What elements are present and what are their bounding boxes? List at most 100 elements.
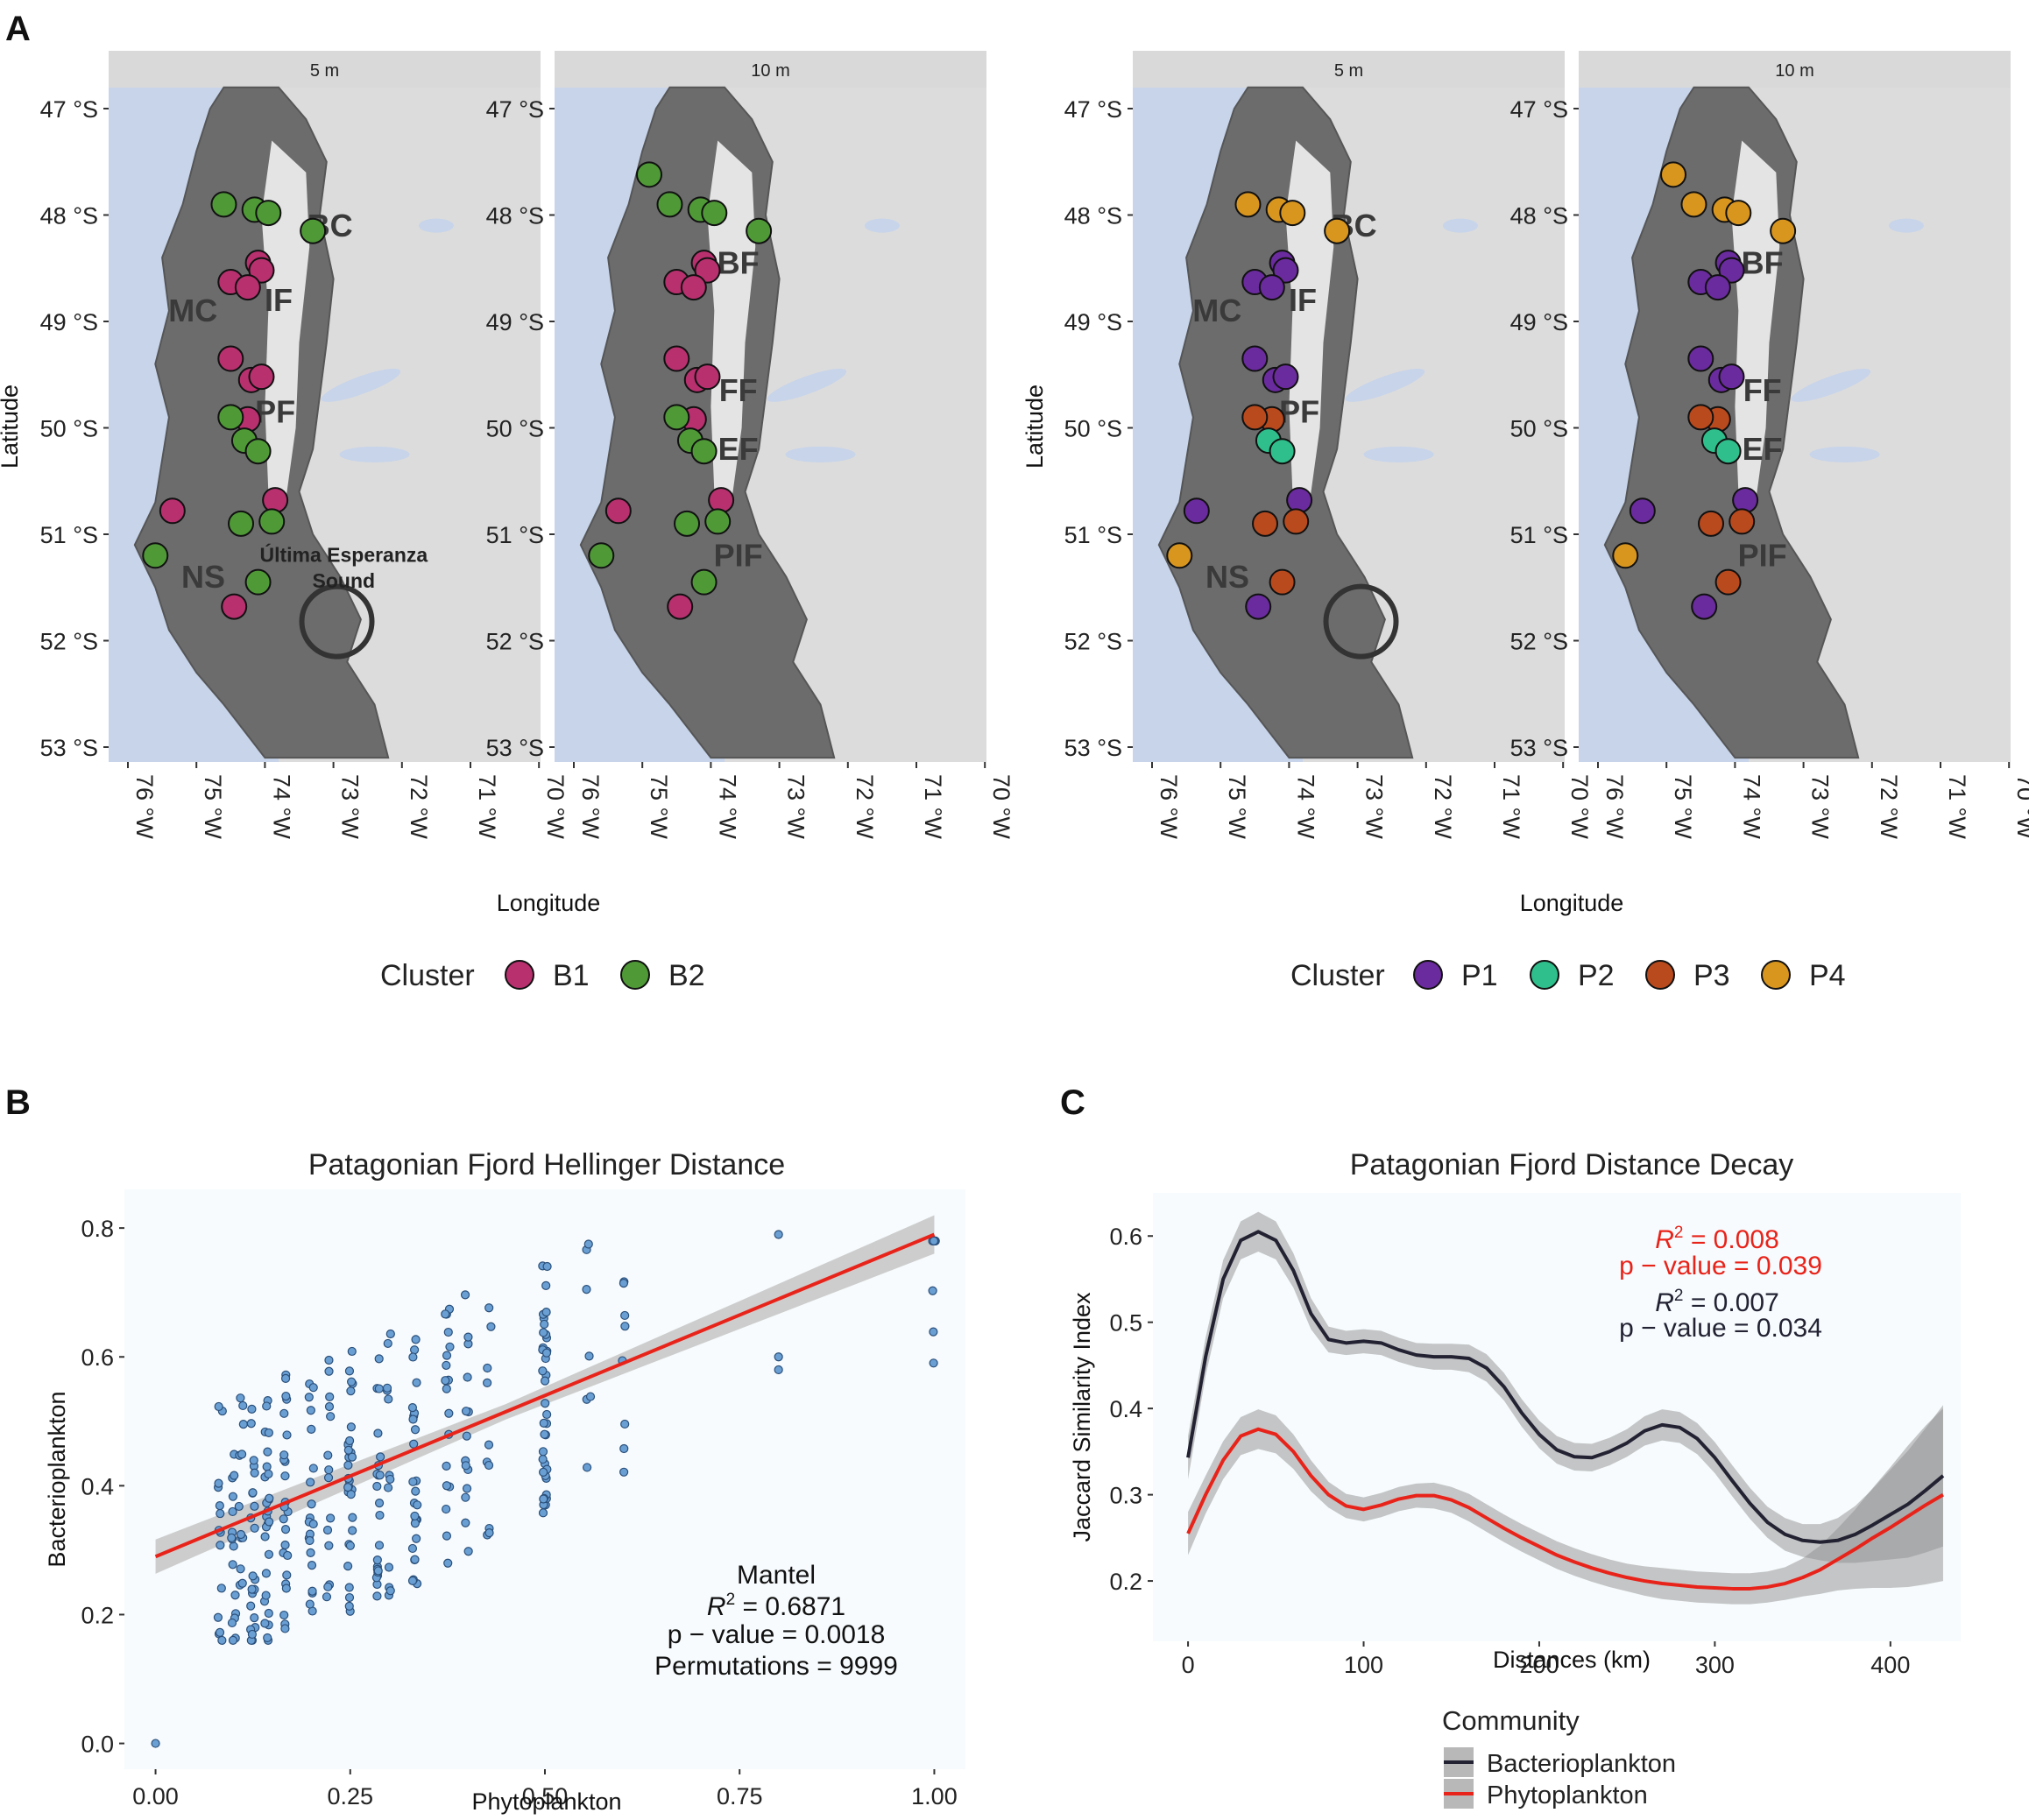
scatter-point <box>539 1467 548 1477</box>
scatter-point <box>344 1601 354 1611</box>
scatter-point <box>324 1401 335 1412</box>
series-line-bacterioplankton <box>1186 1230 1945 1544</box>
scatter-point <box>407 1543 418 1554</box>
scatter-point <box>323 1450 333 1460</box>
scatter-point <box>308 1586 317 1596</box>
station-point <box>588 542 615 569</box>
mantel-r2: R2 = 0.6871 <box>707 1591 845 1621</box>
r2-symbol: R <box>1655 1288 1674 1317</box>
series-line-phytoplankton <box>1186 1427 1944 1591</box>
scatter-point <box>539 1328 548 1337</box>
area-label-pf: PF <box>1279 393 1319 429</box>
scatter-point <box>307 1499 316 1509</box>
legend-swatch-b1 <box>505 960 534 990</box>
scatter-point <box>324 1366 334 1376</box>
station-point <box>746 217 773 244</box>
scatter-point <box>928 1286 937 1295</box>
map-lake <box>785 446 856 462</box>
scatter-point <box>774 1230 783 1239</box>
lon-tick-label: 70 °W <box>988 774 1014 839</box>
scatter-point <box>250 1468 259 1478</box>
y-tick-label: 0.5 <box>1109 1310 1142 1337</box>
map-lake <box>1345 368 1425 402</box>
scatter-point <box>441 1376 450 1386</box>
bact-r2: R2 = 0.007 <box>1655 1287 1779 1317</box>
scatter-point <box>541 1348 552 1358</box>
station-point <box>142 542 169 569</box>
station-point <box>244 568 272 596</box>
scatter-point <box>250 1501 259 1511</box>
map-panel-4: 10 m 47 °S 48 °S 49 °S 50 °S 51 °S 52 °S 53 °S 7… <box>1510 51 2029 839</box>
scatter-point <box>343 1460 353 1470</box>
scatter-point <box>461 1492 470 1502</box>
area-label-if: IF <box>1289 282 1317 318</box>
station-point <box>694 363 721 391</box>
lat-tick-label: 52 °S <box>486 629 544 655</box>
scatter-point <box>347 1346 357 1357</box>
scatter-point <box>407 1576 418 1585</box>
scatter-point <box>307 1424 316 1435</box>
x-tick-label: 400 <box>1870 1652 1910 1678</box>
lat-tick-label: 52 °S <box>1064 629 1122 655</box>
decay-marks <box>1186 1211 1945 1605</box>
panel-letter-b: B <box>5 1083 31 1122</box>
area-label-bf: BF <box>1742 244 1784 280</box>
legend-label-b2: B2 <box>668 959 705 992</box>
scatter-point <box>442 1531 452 1541</box>
scatter-point <box>384 1563 394 1572</box>
scatter-point <box>409 1345 420 1355</box>
area-label-mc: MC <box>1192 293 1241 328</box>
scatter-point <box>346 1490 356 1499</box>
scatter-point <box>305 1599 315 1609</box>
station-point <box>1252 510 1279 537</box>
legend-swatch-p1 <box>1413 960 1443 990</box>
scatter-point <box>374 1384 384 1393</box>
x-tick-label: 300 <box>1695 1652 1735 1678</box>
scatter-point <box>216 1584 226 1593</box>
r2-value: = 0.007 <box>1683 1288 1778 1317</box>
scatter-point <box>383 1483 393 1492</box>
station-point <box>221 593 248 620</box>
lon-tick-label: 75 °W <box>1224 774 1250 839</box>
scatter-point <box>345 1541 355 1550</box>
scatter-point <box>542 1261 552 1272</box>
scatter-point <box>372 1481 382 1492</box>
scatter-point <box>541 1399 550 1408</box>
scatter-point <box>463 1547 473 1556</box>
scatter-axes: 0.00 0.25 0.50 0.75 1.00 0.0 0.2 0.4 0.6 0.8 <box>81 1216 957 1809</box>
scatter-point <box>774 1352 783 1362</box>
scatter-point <box>344 1366 355 1376</box>
lat-tick-label: 53 °S <box>1510 735 1568 761</box>
station-point <box>1687 345 1714 372</box>
lon-tick-label: 71 °W <box>474 774 500 839</box>
station-point <box>690 438 718 465</box>
lon-tick-label: 74 °W <box>714 774 740 839</box>
station-point <box>244 438 272 465</box>
scatter-point <box>237 1578 247 1588</box>
area-label-bf: BF <box>718 244 760 280</box>
station-point <box>1241 404 1269 431</box>
scatter-point <box>248 1571 258 1581</box>
scatter-point <box>279 1514 288 1524</box>
scatter-point <box>484 1527 494 1538</box>
scatter-point <box>324 1465 334 1475</box>
map-fjord-region <box>579 86 836 759</box>
station-point <box>1269 568 1296 596</box>
lon-tick-label: 75 °W <box>200 774 226 839</box>
scatter-point <box>343 1562 353 1571</box>
x-tick-label: 0.75 <box>717 1783 763 1809</box>
scatter-point <box>929 1236 939 1245</box>
scatter-point <box>408 1414 418 1424</box>
r2-symbol: R <box>1655 1225 1674 1254</box>
station-point <box>1269 438 1296 465</box>
y-tick-label: 0.6 <box>1109 1224 1142 1250</box>
scatter-point <box>305 1535 315 1546</box>
scatter-point <box>542 1409 552 1420</box>
scatter-point <box>214 1401 223 1412</box>
r2-superscript: 2 <box>726 1591 736 1609</box>
legend-swatch-p4 <box>1761 960 1791 990</box>
map-lake <box>1888 218 1924 233</box>
lon-tick-label: 72 °W <box>1876 774 1902 839</box>
community-legend: Community Bacterioplankton Phytoplankton <box>1442 1705 1676 1809</box>
